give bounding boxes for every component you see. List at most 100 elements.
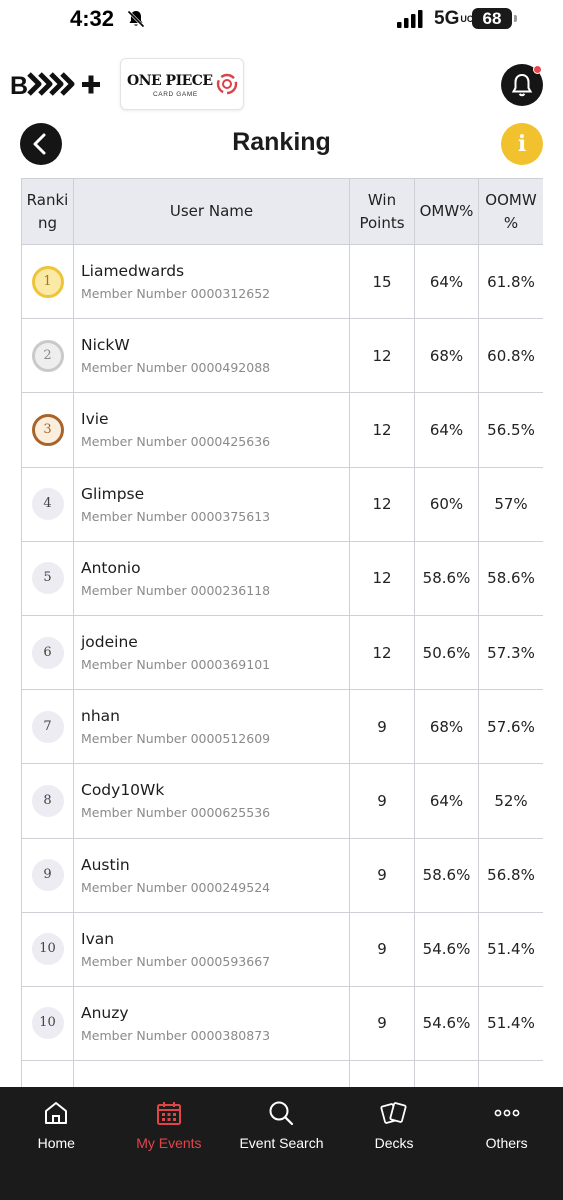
nav-event-search[interactable]: Event Search bbox=[225, 1087, 338, 1167]
rank-badge: 10 bbox=[31, 1007, 64, 1040]
member-number: Member Number 0000380873 bbox=[81, 1027, 271, 1043]
user-cell: Ivan Member Number 0000593667 bbox=[73, 911, 350, 987]
oomw-cell: 57.6% bbox=[478, 689, 543, 765]
table-row[interactable]: 9 Austin Member Number 0000249524 9 58.6% 56.… bbox=[21, 837, 543, 913]
omw-cell: 64% bbox=[414, 763, 479, 839]
user-cell: Antonio Member Number 0000236118 bbox=[73, 540, 350, 616]
rank-cell: 3 bbox=[21, 392, 74, 468]
nav-home-label: Home bbox=[37, 1135, 75, 1151]
table-row[interactable]: 8 Cody10Wk Member Number 0000625536 9 64% 52% bbox=[21, 763, 543, 839]
table-row[interactable]: LinebyLine bbox=[21, 1060, 543, 1087]
nav-others[interactable]: Others bbox=[450, 1087, 563, 1167]
user-name: nhan bbox=[81, 707, 120, 726]
user-name: Cody10Wk bbox=[81, 781, 165, 800]
oomw-cell: 58.6% bbox=[478, 540, 543, 616]
bell-icon bbox=[511, 73, 533, 97]
win-points-cell: 15 bbox=[349, 243, 415, 320]
member-number: Member Number 0000425636 bbox=[81, 434, 271, 450]
nav-decks-label: Decks bbox=[374, 1135, 414, 1151]
back-button[interactable] bbox=[20, 123, 62, 165]
member-number: Member Number 0000593667 bbox=[81, 953, 271, 969]
member-number: Member Number 0000375613 bbox=[81, 508, 271, 524]
info-button[interactable]: i bbox=[501, 123, 543, 165]
win-points-cell: 12 bbox=[349, 318, 415, 394]
silent-mode-icon bbox=[127, 10, 145, 28]
member-number: Member Number 0000369101 bbox=[81, 657, 271, 673]
notifications-button[interactable] bbox=[501, 64, 543, 106]
table-row[interactable]: 10 Ivan Member Number 0000593667 9 54.6% 51.4… bbox=[21, 911, 543, 987]
table-row[interactable]: 5 Antonio Member Number 0000236118 12 58.6% 5… bbox=[21, 540, 543, 616]
status-bar: 4:32 5GUC 68 bbox=[0, 0, 563, 42]
user-cell: Liamedwards Member Number 0000312652 bbox=[73, 243, 350, 320]
table-row[interactable]: 2 NickW Member Number 0000492088 12 68% 60.8% bbox=[21, 318, 543, 394]
omw-cell bbox=[414, 1060, 479, 1087]
win-points-cell: 9 bbox=[349, 911, 415, 987]
header-win-points: Win Points bbox=[349, 178, 415, 245]
cards-icon bbox=[380, 1102, 407, 1124]
ranking-table-container[interactable]: Ranki ng User Name Win Points OMW% OOMW … bbox=[21, 178, 543, 1087]
rank-badge: 8 bbox=[31, 784, 64, 817]
more-dots-icon bbox=[494, 1109, 520, 1117]
status-time: 4:32 bbox=[70, 6, 115, 31]
oomw-cell: 51.4% bbox=[478, 985, 543, 1062]
omw-cell: 64% bbox=[414, 243, 479, 320]
user-cell: jodeine Member Number 0000369101 bbox=[73, 614, 350, 691]
rank-badge: 7 bbox=[31, 710, 64, 743]
nav-my-events[interactable]: My Events bbox=[113, 1087, 226, 1167]
nav-my-events-label: My Events bbox=[136, 1135, 202, 1151]
svg-text:B: B bbox=[10, 72, 28, 100]
table-row[interactable]: 4 Glimpse Member Number 0000375613 12 60% 57% bbox=[21, 466, 543, 542]
member-number: Member Number 0000236118 bbox=[81, 582, 271, 598]
member-number: Member Number 0000512609 bbox=[81, 731, 271, 747]
chevron-left-icon bbox=[33, 133, 46, 155]
one-piece-card-game-logo[interactable]: ONE PIECE CARD GAME bbox=[120, 58, 244, 110]
silver-medal-icon: 2 bbox=[31, 339, 64, 372]
oomw-cell: 61.8% bbox=[478, 243, 543, 320]
search-icon bbox=[269, 1101, 294, 1126]
table-row[interactable]: 7 nhan Member Number 0000512609 9 68% 57.6% bbox=[21, 689, 543, 765]
rank-cell: 9 bbox=[21, 837, 74, 913]
rank-badge: 6 bbox=[31, 636, 64, 669]
nav-event-search-label: Event Search bbox=[239, 1135, 324, 1151]
table-row[interactable]: 1 Liamedwards Member Number 0000312652 15 64… bbox=[21, 243, 543, 320]
rank-badge: 5 bbox=[31, 562, 64, 595]
user-name: Anuzy bbox=[81, 1003, 129, 1022]
win-points-cell: 12 bbox=[349, 392, 415, 468]
bottom-navigation: Home My Events Event Search Decks bbox=[0, 1087, 563, 1200]
nav-home[interactable]: Home bbox=[0, 1087, 113, 1167]
user-cell: Ivie Member Number 0000425636 bbox=[73, 392, 350, 468]
table-row[interactable]: 3 Ivie Member Number 0000425636 12 64% 56.5% bbox=[21, 392, 543, 468]
oomw-cell: 52% bbox=[478, 763, 543, 839]
user-cell: Glimpse Member Number 0000375613 bbox=[73, 466, 350, 542]
rank-cell: 1 bbox=[21, 243, 74, 320]
rank-badge: 4 bbox=[31, 488, 64, 521]
swirl-emblem-icon bbox=[216, 73, 238, 95]
user-name: NickW bbox=[81, 336, 130, 355]
calendar-icon bbox=[156, 1102, 181, 1125]
win-points-cell: 9 bbox=[349, 837, 415, 913]
rank-cell: 10 bbox=[21, 985, 74, 1062]
omw-cell: 58.6% bbox=[414, 540, 479, 616]
user-cell: Cody10Wk Member Number 0000625536 bbox=[73, 763, 350, 839]
rank-cell: 5 bbox=[21, 540, 74, 616]
nav-decks[interactable]: Decks bbox=[338, 1087, 451, 1167]
table-row[interactable]: 10 Anuzy Member Number 0000380873 9 54.6% 51.… bbox=[21, 985, 543, 1062]
table-row[interactable]: 6 jodeine Member Number 0000369101 12 50.6% 5… bbox=[21, 614, 543, 691]
omw-cell: 60% bbox=[414, 466, 479, 542]
home-icon bbox=[45, 1102, 68, 1124]
ranking-rows: 1 Liamedwards Member Number 0000312652 15 64… bbox=[21, 243, 543, 1087]
bandai-card-games-plus-logo[interactable]: B bbox=[10, 66, 102, 102]
user-cell: Austin Member Number 0000249524 bbox=[73, 837, 350, 913]
oomw-cell: 56.8% bbox=[478, 837, 543, 913]
rank-cell bbox=[21, 1060, 74, 1087]
network-subtype: UC bbox=[460, 14, 474, 24]
win-points-cell: 12 bbox=[349, 614, 415, 691]
member-number: Member Number 0000492088 bbox=[81, 360, 271, 376]
omw-cell: 68% bbox=[414, 689, 479, 765]
game-logo-subtitle: CARD GAME bbox=[153, 91, 198, 98]
user-cell: LinebyLine bbox=[73, 1060, 350, 1087]
bronze-medal-icon: 3 bbox=[31, 413, 64, 446]
oomw-cell bbox=[478, 1060, 543, 1087]
omw-cell: 54.6% bbox=[414, 911, 479, 987]
header-user-name: User Name bbox=[73, 178, 350, 245]
